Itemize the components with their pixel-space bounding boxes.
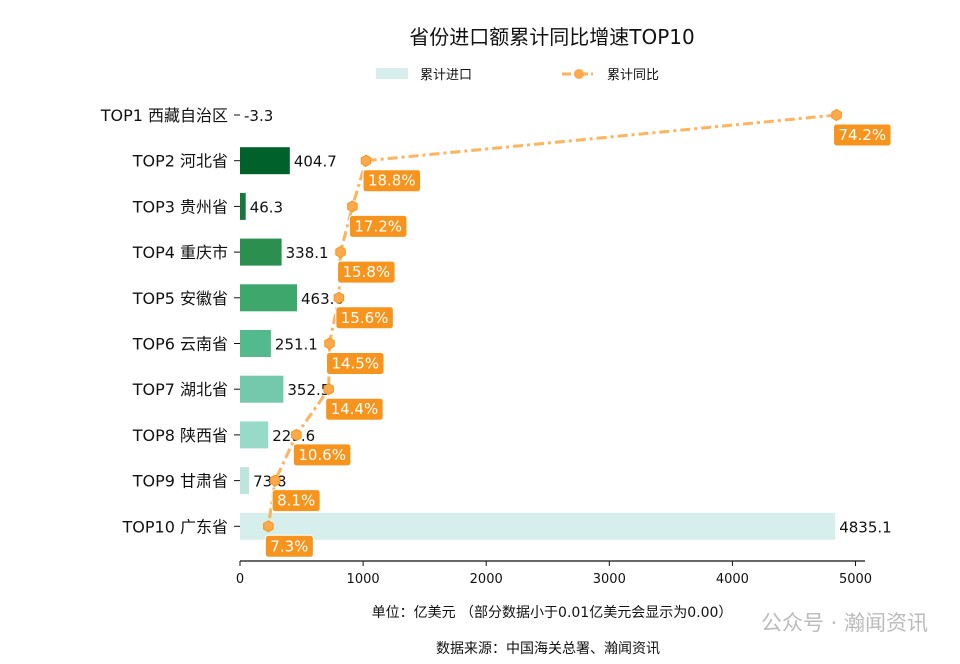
bar xyxy=(240,467,250,495)
yoy-label-box xyxy=(335,306,394,330)
bar-value-label: 251.1 xyxy=(275,336,318,354)
source-note: 数据来源：中国海关总署、瀚闻资讯 xyxy=(436,641,660,657)
bar-value-label: 404.7 xyxy=(294,153,337,171)
bar-value-label: 73.8 xyxy=(253,473,286,491)
y-tick-label: TOP8 陕西省 xyxy=(132,426,228,445)
yoy-value-label: 15.6% xyxy=(341,309,389,327)
x-tick-label: 4000 xyxy=(716,572,749,587)
yoy-value-label: 14.4% xyxy=(331,400,379,418)
y-tick-label: TOP7 湖北省 xyxy=(132,380,228,399)
x-tick-label: 0 xyxy=(236,572,244,587)
watermark: 公众号 · 瀚闻资讯 xyxy=(761,611,928,635)
yoy-value-label: 18.8% xyxy=(368,172,416,190)
yoy-line xyxy=(266,113,837,527)
x-tick-label: 3000 xyxy=(593,572,626,587)
yoy-label-box xyxy=(348,214,408,238)
yoy-label-box xyxy=(271,489,321,513)
yoy-marker xyxy=(323,383,334,396)
bar-value-label: 46.3 xyxy=(250,198,283,216)
x-tick-label: 1000 xyxy=(347,572,380,587)
yoy-value-label: 8.1% xyxy=(277,492,315,510)
x-tick-label: 2000 xyxy=(470,572,503,587)
yoy-label-box xyxy=(292,443,352,467)
yoy-marker xyxy=(347,200,358,213)
yoy-label-box xyxy=(362,169,422,193)
bar-value-label: 338.1 xyxy=(286,244,329,262)
legend-label-line: 累计同比 xyxy=(607,68,659,83)
yoy-marker xyxy=(333,291,345,304)
bar-value-label: 463.0 xyxy=(301,290,344,308)
bar xyxy=(240,421,269,449)
bar xyxy=(240,284,297,312)
y-tick-label: TOP4 重庆市 xyxy=(132,243,228,262)
y-tick-label: TOP9 甘肃省 xyxy=(132,472,228,491)
bar xyxy=(240,330,271,357)
y-tick-label: TOP5 安徽省 xyxy=(132,289,228,308)
bar xyxy=(240,192,246,220)
yoy-marker xyxy=(831,108,842,122)
yoy-label-box xyxy=(833,123,892,147)
bar xyxy=(240,375,284,403)
legend-label-bar: 累计进口 xyxy=(420,68,472,83)
yoy-value-label: 7.3% xyxy=(270,537,308,555)
bar-value-label: -3.3 xyxy=(244,107,273,125)
bar xyxy=(240,147,290,175)
yoy-marker xyxy=(324,337,335,350)
yoy-value-label: 74.2% xyxy=(838,126,886,144)
yoy-value-label: 17.2% xyxy=(354,217,402,235)
yoy-label-box xyxy=(264,534,314,558)
yoy-marker xyxy=(335,246,346,259)
y-tick-label: TOP3 贵州省 xyxy=(132,197,228,216)
yoy-label-box xyxy=(326,352,385,375)
yoy-marker xyxy=(269,474,281,487)
legend-marker xyxy=(574,69,584,79)
yoy-value-label: 14.5% xyxy=(331,355,379,373)
legend-swatch-bar xyxy=(376,68,408,79)
bar-value-label: 352.5 xyxy=(287,381,330,399)
yoy-label-box xyxy=(325,397,384,421)
yoy-value-label: 10.6% xyxy=(298,446,346,464)
bar-value-label: 4835.1 xyxy=(839,518,892,536)
bar xyxy=(240,238,282,266)
y-tick-label: TOP6 云南省 xyxy=(132,335,228,354)
x-axis-label: 单位：亿美元 （部分数据小于0.01亿美元会显示为0.00） xyxy=(372,605,733,621)
legend: 累计进口 累计同比 xyxy=(376,68,659,83)
x-tick-label: 5000 xyxy=(839,572,872,587)
yoy-marker xyxy=(291,428,302,441)
yoy-label-box xyxy=(337,260,396,284)
bar xyxy=(240,512,836,540)
y-tick-label: TOP1 西藏自治区 xyxy=(100,106,228,125)
y-tick-label: TOP10 广东省 xyxy=(122,517,228,536)
yoy-value-label: 15.8% xyxy=(342,263,390,281)
y-tick-label: TOP2 河北省 xyxy=(132,152,228,171)
yoy-marker xyxy=(360,154,372,167)
yoy-marker xyxy=(263,520,274,533)
chart-title: 省份进口额累计同比增速TOP10 xyxy=(409,25,694,49)
